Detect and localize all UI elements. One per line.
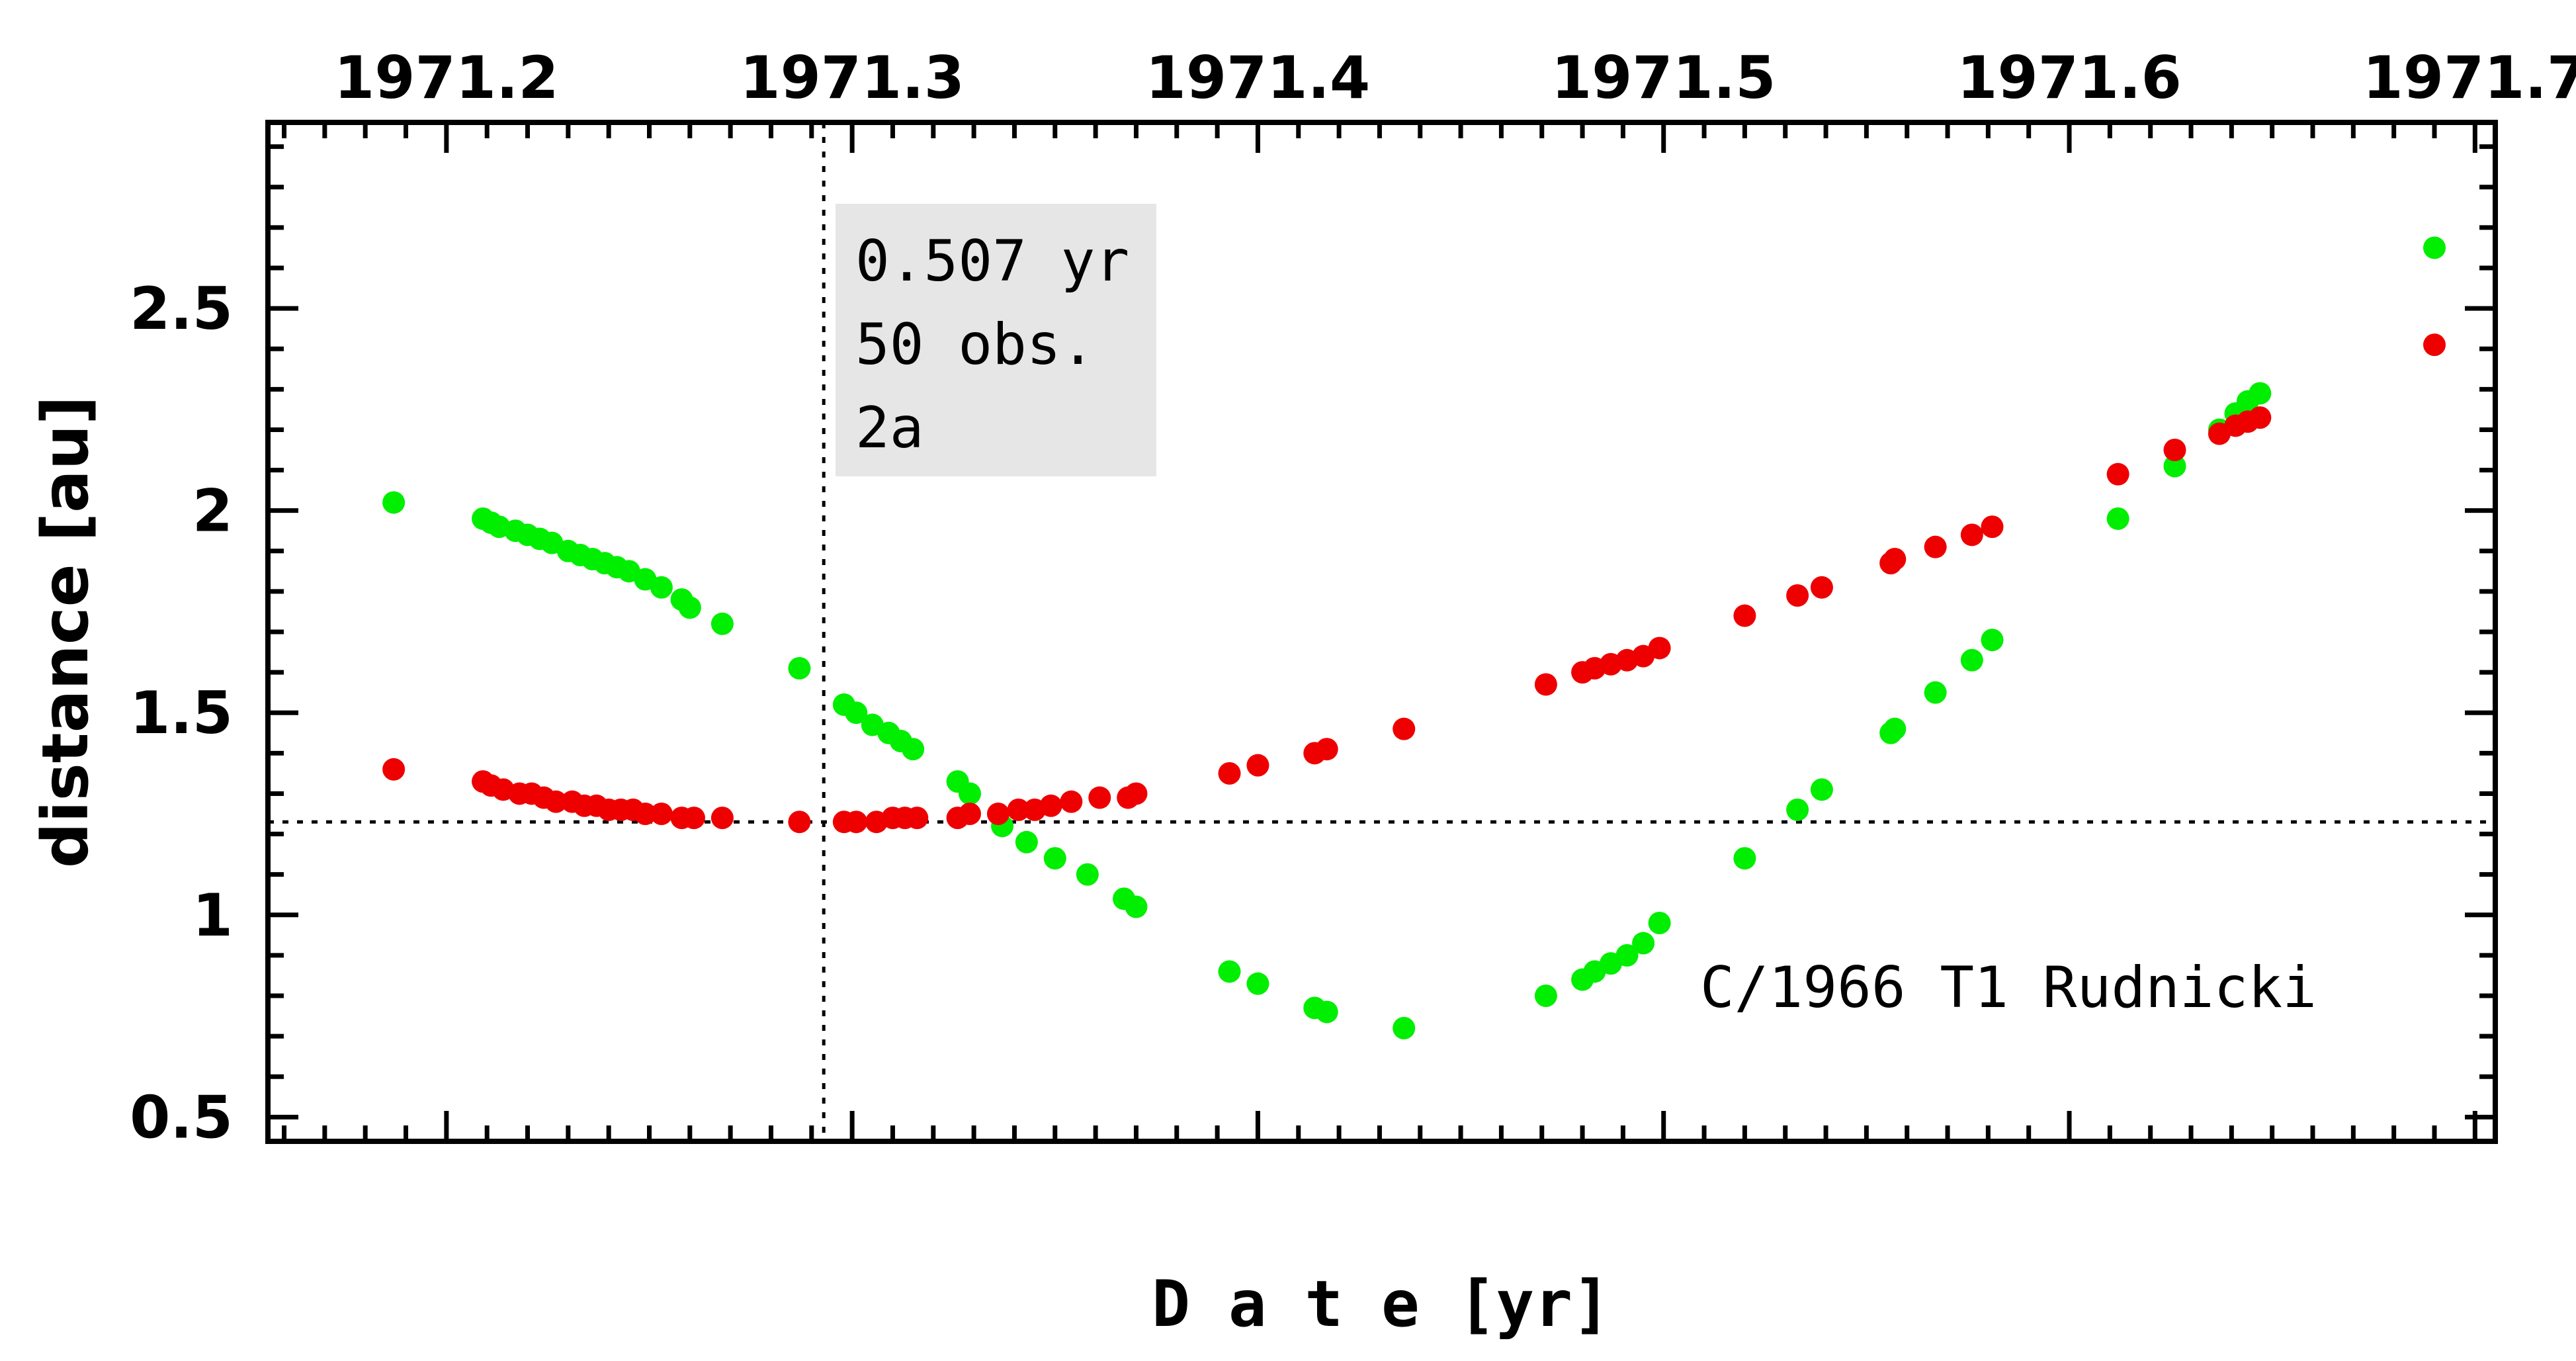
green-data-point	[1648, 912, 1671, 934]
green-data-point	[1218, 960, 1241, 983]
green-data-point	[788, 657, 811, 680]
green-data-point	[1786, 798, 1809, 821]
y-tick-labels: 0.5 1 1.5 2 2.5	[130, 275, 233, 1151]
red-data-point	[2423, 333, 2446, 357]
comet-name-annotation: C/1966 T1 Rudnicki	[1700, 955, 2317, 1021]
red-data-point	[986, 803, 1009, 825]
green-data-point	[710, 612, 734, 635]
green-data-point	[1246, 972, 1269, 995]
info-box-observations: 50 obs.	[855, 312, 1095, 378]
red-data-point	[1246, 754, 1269, 777]
red-data-point	[1733, 604, 1756, 627]
red-data-point	[1393, 717, 1416, 740]
green-data-point	[959, 782, 982, 805]
green-data-point	[1393, 1016, 1416, 1039]
x-tick-label: 1971.4	[1146, 44, 1371, 112]
x-tick-labels: 1971.2 1971.3 1971.4 1971.5 1971.6 1971.7	[334, 44, 2576, 112]
info-box-span: 0.507 yr	[855, 228, 1129, 294]
red-data-point	[1648, 637, 1671, 660]
x-tick-label: 1971.2	[334, 44, 559, 112]
green-data-point	[1534, 985, 1557, 1007]
red-data-point	[1125, 782, 1148, 805]
y-tick-label: 1	[193, 881, 233, 949]
red-data-point	[634, 803, 657, 825]
red-data-point	[650, 803, 673, 825]
red-data-point	[959, 803, 982, 825]
red-data-point	[1218, 762, 1241, 785]
data-points	[382, 236, 2446, 1039]
red-data-point	[1039, 794, 1062, 817]
y-tick-label: 2	[193, 477, 233, 545]
green-data-point	[678, 596, 701, 619]
red-data-point	[788, 811, 811, 834]
red-data-point	[1088, 786, 1111, 809]
red-data-point	[1060, 790, 1083, 813]
green-data-point	[2106, 507, 2129, 530]
red-data-point	[906, 807, 929, 830]
red-data-point	[1534, 673, 1557, 696]
info-box: 0.507 yr 50 obs. 2a	[836, 204, 1156, 476]
green-data-point	[1043, 847, 1066, 870]
red-data-point	[1786, 584, 1809, 607]
green-data-point	[2163, 455, 2186, 478]
green-data-point	[1015, 830, 1038, 854]
axis-ticks	[268, 122, 2495, 1141]
y-axis-title: distance [au]	[28, 396, 103, 868]
red-data-point	[2249, 406, 2272, 429]
red-data-point	[682, 807, 705, 830]
x-axis-title: D a t e [yr]	[1152, 1267, 1611, 1341]
green-data-point	[1315, 1000, 1338, 1024]
red-data-point	[544, 790, 568, 813]
x-tick-label: 1971.7	[2363, 44, 2576, 112]
y-tick-label: 2.5	[130, 275, 233, 343]
green-data-point	[1924, 681, 1947, 704]
y-tick-label: 0.5	[130, 1083, 233, 1151]
green-data-point	[1076, 863, 1099, 886]
red-data-point	[845, 811, 868, 834]
red-data-point	[1883, 548, 1907, 570]
green-data-point	[1981, 629, 2004, 652]
green-data-point	[1125, 895, 1148, 918]
red-data-point	[1315, 738, 1338, 761]
x-tick-label: 1971.6	[1957, 44, 2182, 112]
green-data-point	[1615, 944, 1639, 967]
green-data-point	[845, 701, 868, 724]
x-tick-label: 1971.5	[1551, 44, 1776, 112]
red-data-point	[2106, 462, 2129, 486]
y-tick-label: 1.5	[130, 679, 233, 747]
green-data-point	[382, 491, 406, 514]
green-data-point	[1810, 778, 1833, 801]
red-data-point	[1981, 515, 2004, 539]
info-box-background	[836, 204, 1156, 476]
green-data-point	[902, 738, 925, 761]
info-box-code: 2a	[855, 395, 924, 461]
red-data-point	[1007, 798, 1030, 821]
green-data-point	[2249, 382, 2272, 405]
red-data-point	[1960, 523, 1983, 547]
green-data-point	[1733, 847, 1756, 870]
green-data-point	[1883, 717, 1907, 740]
green-data-point	[650, 576, 673, 599]
red-data-point	[382, 758, 406, 781]
green-data-point	[1960, 648, 1983, 672]
red-data-point	[710, 807, 734, 830]
reference-lines	[268, 122, 2495, 1141]
red-data-point	[2163, 439, 2186, 461]
green-data-point	[1632, 932, 1655, 955]
x-tick-label: 1971.3	[740, 44, 965, 112]
green-data-point	[2423, 236, 2446, 259]
red-data-point	[1810, 576, 1833, 599]
red-data-point	[1924, 535, 1947, 558]
